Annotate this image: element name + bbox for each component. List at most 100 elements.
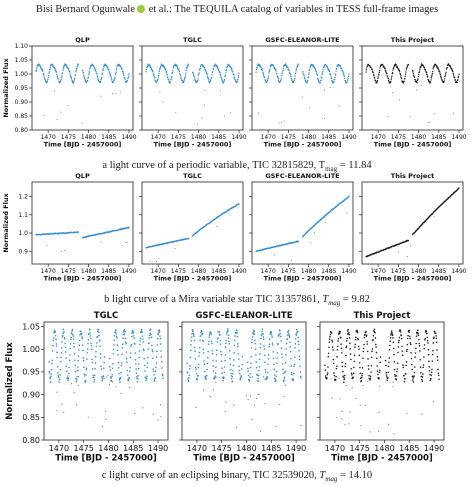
outlier-point [373,268,376,271]
outlier-point [284,384,287,386]
data-point [157,76,159,78]
data-point [444,73,447,75]
data-point [320,79,322,82]
data-point [372,71,374,74]
outlier-point [46,245,48,247]
x-tick-label: 1490 [121,134,136,141]
outlier-point [406,255,408,257]
data-point [366,340,368,343]
data-point [392,341,395,344]
data-point [69,354,71,356]
outlier-point [56,391,58,393]
outlier-point [174,248,176,250]
data-point [229,368,232,371]
data-point [138,356,140,359]
data-point [269,66,272,68]
data-point [399,331,402,333]
data-point [40,67,42,69]
data-point [276,72,278,74]
outlier-point [392,381,394,383]
data-point [400,76,402,79]
data-point [159,68,161,70]
data-point [193,335,195,338]
data-point [452,74,455,76]
data-point [419,68,421,70]
data-point [53,329,56,332]
data-point [88,73,90,76]
outlier-point [195,406,197,408]
data-point [344,79,347,82]
data-point [82,357,85,359]
data-point [398,336,401,339]
outlier-point [251,418,253,421]
data-point [208,334,211,336]
data-point [226,65,229,68]
data-point [400,75,402,77]
data-point [385,371,388,374]
outlier-point [233,404,235,406]
outlier-point [336,416,338,419]
data-point [424,337,427,340]
data-point [107,67,109,69]
data-point [375,357,378,360]
data-point [201,332,204,335]
data-point [99,356,102,359]
data-point [379,356,382,358]
data-point [124,341,127,343]
data-point [87,342,89,345]
data-point [97,331,100,334]
data-point [408,329,411,332]
data-point [336,67,338,70]
data-point [128,73,130,75]
data-point [172,66,175,68]
outlier-point [283,395,285,398]
data-point [178,70,181,73]
data-point [308,73,310,75]
data-point [220,350,222,353]
data-point [366,65,369,67]
data-point [298,349,300,352]
data-point [197,366,200,369]
data-point [323,65,325,67]
data-point [393,353,395,356]
data-point [376,365,378,367]
panel-title: QLP [75,36,90,44]
data-point [321,72,324,74]
data-point [102,377,104,380]
data-point [90,344,93,347]
data-point [89,67,91,69]
data-point [429,81,432,83]
data-point [319,81,321,84]
data-point [371,70,374,72]
data-point [346,81,348,83]
outlier-point [346,212,348,214]
outlier-point [398,99,401,101]
data-point [96,74,98,76]
data-point [214,376,216,379]
data-point [236,81,238,83]
data-point [255,354,257,356]
data-point [293,81,295,84]
data-point [140,328,143,331]
data-point [230,66,232,69]
data-point [375,351,378,354]
data-point [81,336,83,338]
data-point [396,362,399,365]
data-point [429,82,431,84]
data-point [393,368,396,371]
x-tick-label: 1475 [212,444,232,453]
data-point [400,78,403,80]
data-point [263,76,266,79]
data-point [232,369,234,372]
data-point [415,335,418,337]
data-point [58,381,60,383]
data-point [83,366,85,368]
data-point [72,335,74,337]
data-point [73,353,76,355]
data-point [404,73,407,75]
data-point [172,67,175,69]
data-point [416,331,419,334]
